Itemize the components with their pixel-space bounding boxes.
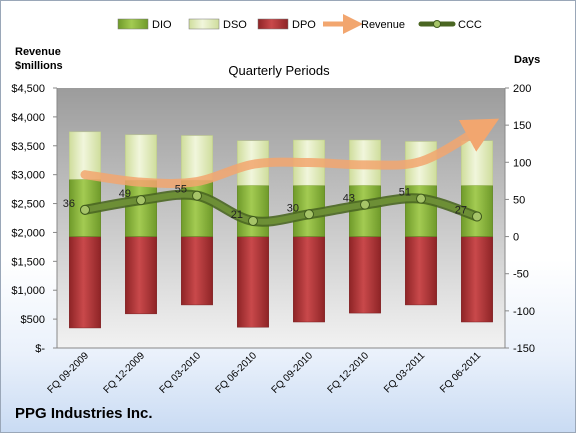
left-tick-label: $4,000 [11,112,45,124]
left-axis-label-line2: $millions [15,60,63,72]
left-tick-label: $1,500 [11,256,45,268]
left-tick-label: $3,000 [11,170,45,182]
bar-dpo [181,236,213,306]
x-tick-label: FQ 09-2009 [46,350,92,396]
ccc-data-label: 43 [343,193,355,205]
bar-dso [125,134,157,181]
bar-dio [181,179,213,237]
bar-dso [181,135,213,181]
revenue-line [80,118,500,188]
ccc-point [304,209,314,220]
chart-title: Quarterly Periods [228,63,330,78]
ccc-data-label: 36 [63,198,75,210]
ccc-data-label: 21 [231,209,243,221]
legend-swatch-dso [188,18,220,30]
legend-label-dso: DSO [223,19,247,31]
ccc-line-highlight [82,191,480,225]
right-tick-label: 150 [513,120,531,132]
bar-dpo [125,236,157,315]
legend: DIO DSO DPO Revenue CCC [117,14,482,34]
left-axis-label-line1: Revenue [15,46,61,58]
right-tick-label: -50 [513,269,529,281]
ccc-point [416,193,426,204]
legend-swatch-dio [117,18,149,30]
right-axis-label: Days [514,54,540,66]
bar-dpo [69,236,101,329]
bar-dpo [461,236,493,323]
left-tick-label: $- [35,343,45,355]
ccc-point [248,215,258,226]
bar-dso [461,140,493,186]
bar-dpo [349,236,381,314]
bar-dpo [293,236,325,323]
right-tick-label: 0 [513,232,519,244]
left-tick-label: $4,500 [11,83,45,95]
line-series: 36 49 55 21 30 43 51 27 [63,118,500,227]
left-tick-label: $2,500 [11,199,45,211]
bar-dpo [405,236,437,306]
ccc-point [360,199,370,210]
ccc-data-label: 55 [175,184,187,196]
left-axis: $- $500 $1,000 $1,500 $2,000 $2,500 $3,000 $3,5… [11,83,58,355]
legend-label-revenue: Revenue [361,19,405,31]
left-tick-label: $2,000 [11,227,45,239]
legend-swatch-dpo [257,18,289,30]
ccc-point [192,190,202,201]
x-tick-label: FQ 12-2010 [326,350,372,396]
ccc-point [472,211,482,222]
left-tick-label: $3,500 [11,141,45,153]
legend-label-dio: DIO [152,19,172,31]
x-tick-label: FQ 06-2010 [214,350,260,396]
ccc-point [80,204,90,215]
x-tick-label: FQ 06-2011 [438,350,483,395]
ccc-data-label: 51 [399,187,411,199]
x-tick-label: FQ 03-2010 [158,350,204,396]
ccc-data-label: 30 [287,202,299,214]
right-tick-label: 50 [513,194,525,206]
right-tick-label: 200 [513,83,531,95]
ccc-point [136,195,146,206]
legend-ccc-marker [433,20,441,28]
x-tick-label: FQ 09-2010 [270,350,316,396]
x-axis: FQ 09-2009 FQ 12-2009 FQ 03-2010 FQ 06-2010… [46,347,505,396]
x-tick-label: FQ 12-2009 [102,350,148,396]
ccc-data-label: 27 [455,205,467,217]
left-tick-label: $500 [21,314,45,326]
legend-label-dpo: DPO [292,19,316,31]
left-tick-label: $1,000 [11,285,45,297]
bar-dio [125,179,157,237]
x-tick-label: FQ 03-2011 [382,350,427,395]
right-tick-label: 100 [513,157,531,169]
right-tick-label: -100 [513,306,535,318]
ccc-data-label: 49 [119,188,131,200]
right-axis: -150 -100 -50 0 50 100 150 200 [504,83,535,355]
bar-dio [237,185,269,237]
company-name: PPG Industries Inc. [15,405,153,422]
right-tick-label: -150 [513,343,535,355]
legend-label-ccc: CCC [458,19,482,31]
bar-dpo [237,236,269,328]
